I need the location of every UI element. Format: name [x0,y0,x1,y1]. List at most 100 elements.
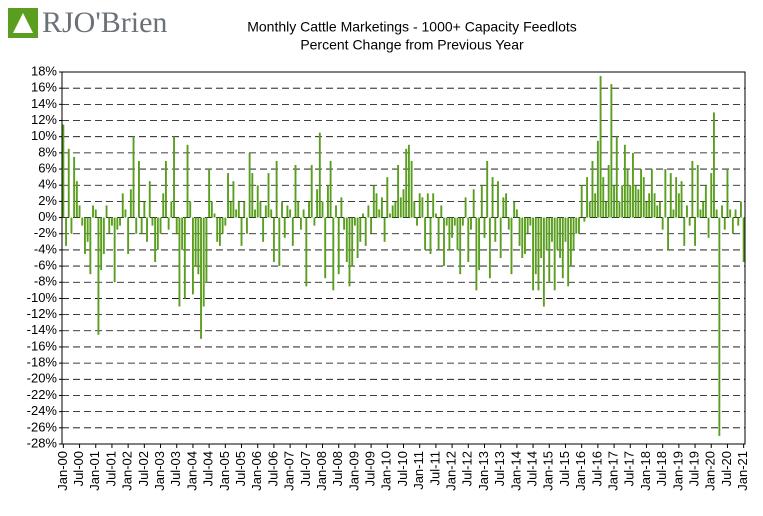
bar [256,185,259,218]
bar [110,217,113,226]
y-tick-label: 16% [31,80,57,95]
bar [521,217,524,258]
bar [389,213,391,218]
bar [526,217,529,234]
bar [664,169,667,218]
bar [343,217,346,230]
x-tick-label: Jan-10 [379,451,394,491]
bar [62,124,65,218]
bar [510,217,513,275]
y-tick-label: -12% [27,306,58,321]
bar [232,181,235,218]
y-tick-label: -20% [27,371,58,386]
bar [686,205,688,218]
x-tick-label: Jan-12 [444,451,459,491]
bar [475,217,478,291]
y-tick-label: -28% [27,435,58,450]
bar [108,217,111,234]
bar [89,217,92,275]
logo-text: RJO'Brien [42,6,167,39]
bar [102,217,105,254]
x-tick-label: Jan-15 [541,451,556,491]
x-tick-label: Jul-16 [589,451,604,486]
bar [478,217,481,271]
bar [321,201,324,218]
x-tick-label: Jan-00 [55,451,70,491]
y-tick-label: -10% [27,290,58,305]
bar [650,169,653,218]
bar [170,201,173,218]
bar [688,217,691,226]
bar [737,217,740,226]
bar [70,217,73,234]
bar [542,217,545,307]
bar [486,160,489,218]
bar [451,217,454,238]
bar [302,209,305,218]
bar [537,217,540,291]
bar [470,217,472,230]
bar [721,205,723,218]
bar [572,217,575,250]
bar [634,185,637,218]
bar [410,160,413,218]
bar [480,185,483,218]
x-tick-label: Jan-08 [314,451,329,491]
bar [272,217,275,263]
bar [202,217,205,307]
bar [472,189,475,218]
bar [227,173,229,218]
bar [680,181,683,218]
bar [532,217,535,291]
x-tick-label: Jul-04 [201,451,216,486]
bar [432,193,435,218]
bar [305,217,308,287]
bar [529,217,532,226]
bar [453,217,456,226]
x-tick-label: Jul-01 [103,451,118,486]
bar [278,217,281,267]
bar [210,201,213,218]
x-tick-label: Jan-03 [152,451,167,491]
bar [340,197,343,218]
bar [713,112,715,218]
bar [707,217,710,238]
bar [699,209,702,218]
bar [399,197,402,218]
y-tick-label: -24% [27,403,58,418]
bar [694,217,697,246]
bar [162,193,165,218]
x-tick-label: Jan-06 [249,451,264,491]
bar [237,201,240,218]
bar [524,217,526,254]
plot-border [61,71,746,445]
bar [488,217,491,279]
bar [183,217,186,299]
bar [73,156,76,218]
bar [178,217,181,307]
bar [270,209,273,218]
bar [672,209,675,218]
bar [127,217,130,254]
bar [718,217,721,436]
bar [100,217,103,271]
bar [696,165,699,218]
y-tick-label: 6% [38,160,57,175]
bar [308,201,310,218]
bar [553,217,556,291]
bar [548,217,551,283]
bar [335,205,337,218]
y-tick-label: 14% [31,96,57,111]
bar [291,217,294,246]
y-tick-label: -6% [34,258,58,273]
bar [434,213,437,218]
bar [626,169,629,218]
x-tick-label: Jan-02 [120,451,135,491]
bar [402,189,405,218]
x-tick-label: Jul-12 [460,451,475,486]
x-tick-label: Jan-11 [411,451,426,490]
bar [245,217,248,234]
x-tick-label: Jul-08 [330,451,345,486]
bar [742,217,745,263]
